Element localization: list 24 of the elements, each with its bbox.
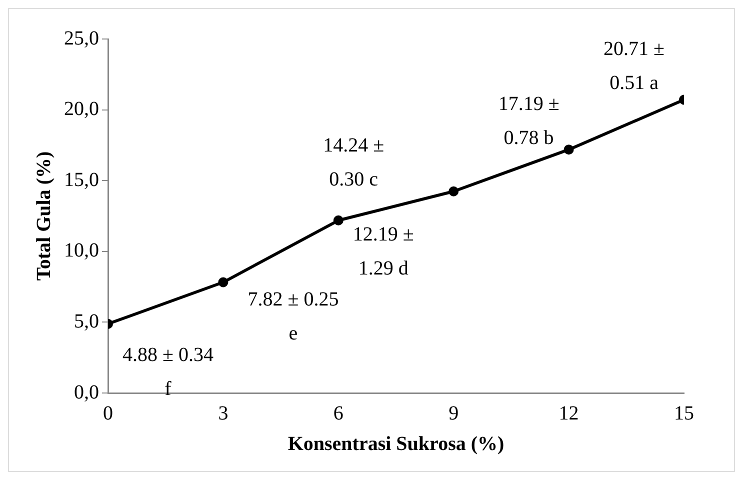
y-axis-title: Total Gula (%) [33, 151, 56, 281]
x-tick-label: 12 [558, 402, 579, 424]
text: 4.88 ± 0.34 f [122, 344, 214, 400]
y-tick-label: 10,0 [64, 240, 99, 262]
text: 20.71 ± 0.51 a [604, 38, 664, 94]
text: 12.19 ± 1.29 d [352, 224, 414, 280]
x-axis-title: Konsentrasi Sukrosa (%) [288, 433, 504, 456]
text: 14.24 ± 0.30 c [323, 134, 384, 191]
y-tick-label: 20,0 [64, 98, 99, 120]
point [564, 144, 574, 155]
x-tick-label: 0 [103, 402, 113, 424]
x-tick-label: 3 [218, 402, 228, 424]
text: 17.19 ± 0.78 b [498, 92, 560, 149]
x-tick-label: 6 [333, 402, 344, 424]
point [448, 186, 459, 196]
x-tick-label: 15 [674, 402, 694, 424]
y-tick-label: 15,0 [64, 168, 99, 191]
y-tick-label: 5,0 [74, 310, 99, 332]
text: 7.82 ± 0.25 e [248, 288, 339, 345]
point [218, 277, 228, 288]
point [333, 215, 344, 226]
y-tick-label: 0,0 [74, 381, 99, 404]
x-tick-label: 9 [448, 402, 459, 424]
y-tick-label: 25,0 [64, 27, 99, 50]
